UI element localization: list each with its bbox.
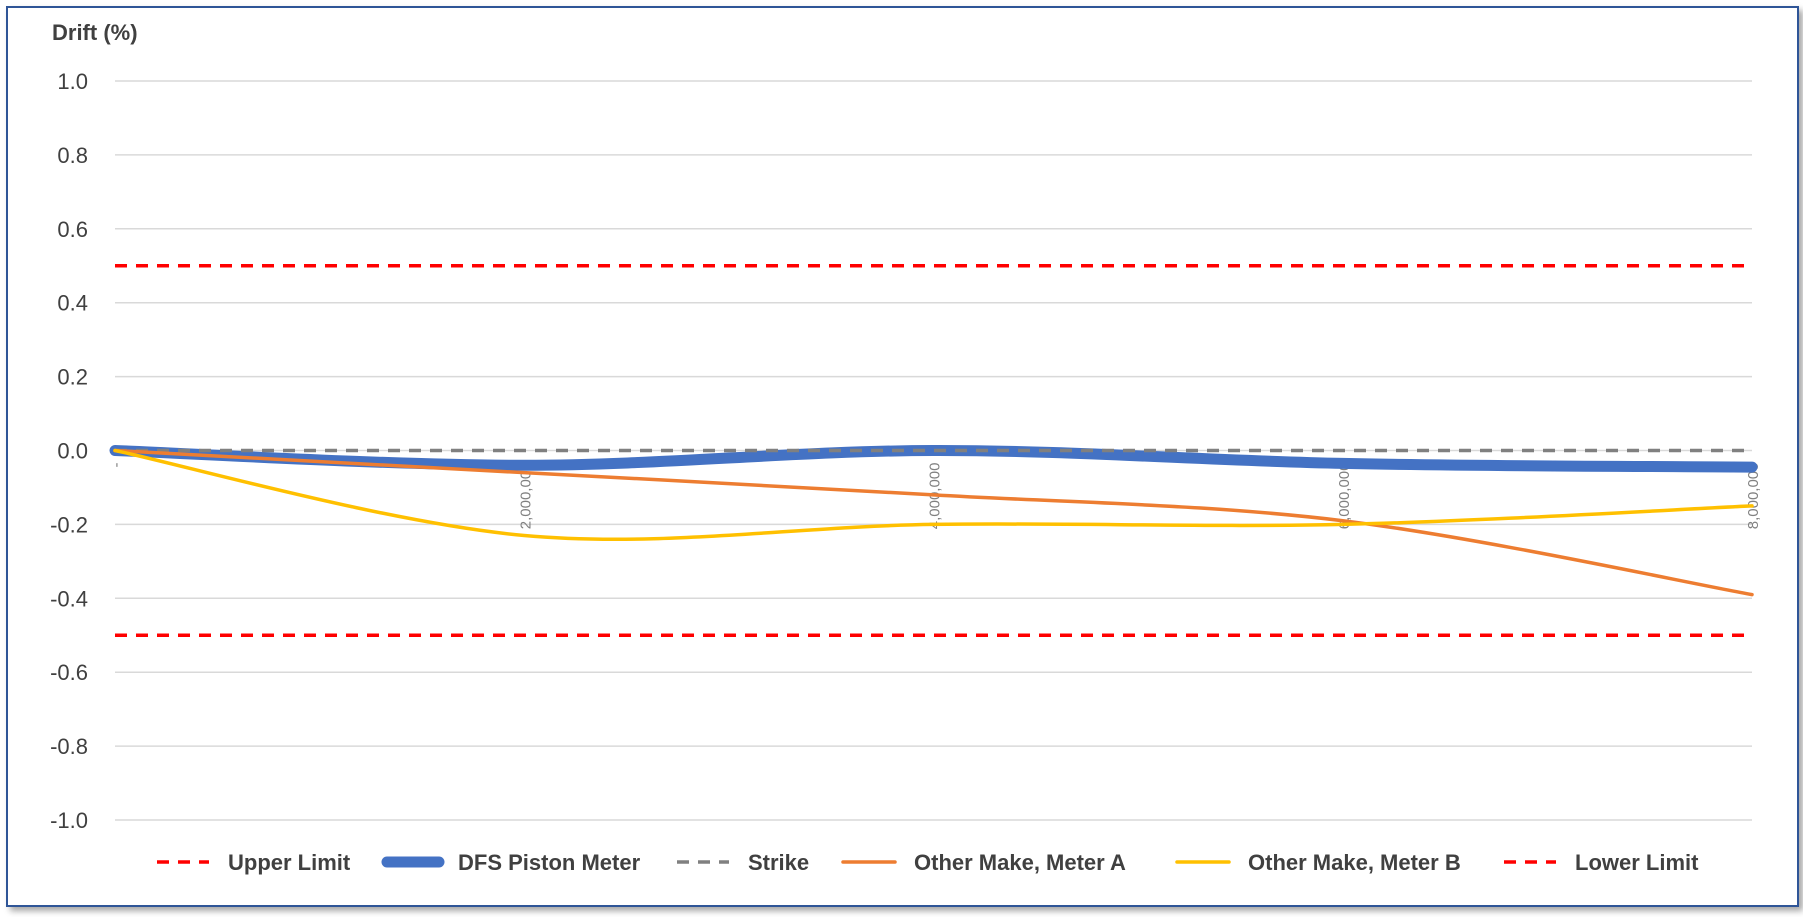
y-tick-label: 0.2 [57, 365, 88, 390]
legend-label: Upper Limit [228, 850, 351, 875]
legend-label: Other Make, Meter A [914, 850, 1126, 875]
legend-label: Lower Limit [1575, 850, 1699, 875]
series-lines [109, 264, 1758, 637]
legend-label: Strike [748, 850, 809, 875]
y-tick-label: 0.0 [57, 439, 88, 464]
y-tick-label: -0.6 [50, 660, 88, 685]
x-tick-label: - [108, 463, 125, 468]
y-axis-title: Drift (%) [52, 20, 138, 45]
legend: Upper Limit DFS Piston Meter Strike Other M… [157, 850, 1699, 875]
y-tick-label: 0.4 [57, 291, 88, 316]
y-tick-label: -0.2 [50, 512, 88, 537]
y-tick-label: -0.8 [50, 734, 88, 759]
y-tick-label: 1.0 [57, 69, 88, 94]
legend-label: Other Make, Meter B [1248, 850, 1461, 875]
x-tick-label: 2,000,000 [517, 463, 534, 530]
y-tick-label: -0.4 [50, 586, 88, 611]
y-tick-label: 0.8 [57, 143, 88, 168]
y-tick-labels: 1.0 0.8 0.6 0.4 0.2 0.0 -0.2 -0.4 -0.6 -0.8 -1.0 [50, 69, 88, 833]
x-tick-label: 8,000,000 [1745, 463, 1762, 530]
y-tick-label: 0.6 [57, 217, 88, 242]
series-line-other-make-meter-a [113, 448, 1754, 597]
series-line-dfs-piston-meter [109, 444, 1758, 473]
x-tick-label: 6,000,000 [1336, 463, 1353, 530]
series-line-other-make-meter-b [113, 448, 1754, 541]
gridlines [115, 80, 1752, 821]
y-tick-label: -1.0 [50, 808, 88, 833]
legend-label: DFS Piston Meter [458, 850, 641, 875]
